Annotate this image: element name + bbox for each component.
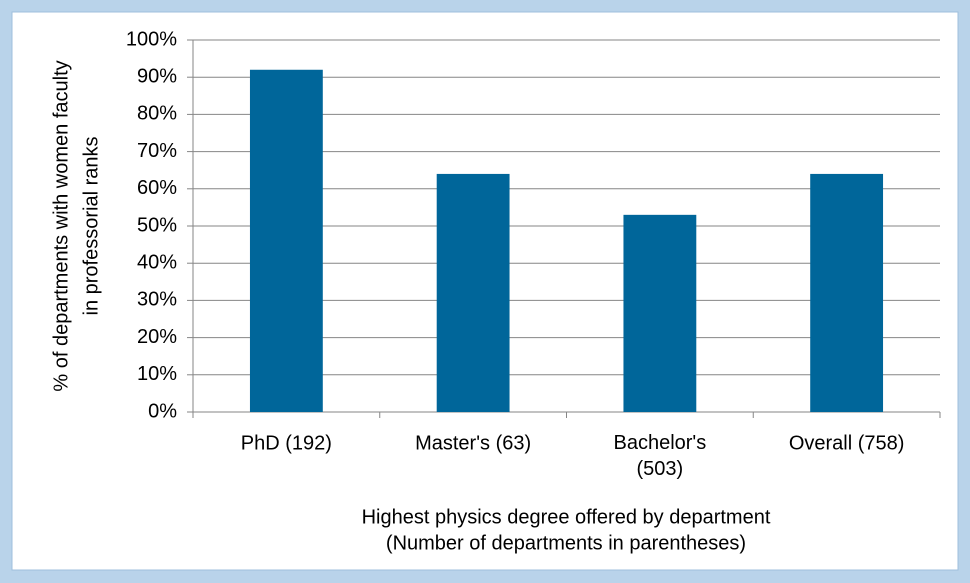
x-axis-title: Highest physics degree offered by depart… xyxy=(362,506,771,528)
y-tick-label: 60% xyxy=(137,177,177,199)
x-tick-label: Bachelor's (503) xyxy=(613,432,706,480)
y-tick-label: 90% xyxy=(137,65,177,87)
bar xyxy=(436,173,510,412)
bar xyxy=(249,69,323,412)
y-tick-label: 20% xyxy=(137,326,177,348)
bar xyxy=(623,214,697,412)
y-tick-label: 30% xyxy=(137,289,177,311)
y-tick-label: 10% xyxy=(137,363,177,385)
y-tick-label: 50% xyxy=(137,214,177,236)
y-tick-label: 100% xyxy=(126,28,177,50)
y-axis-title: % of departments with women faculty xyxy=(50,60,72,391)
x-tick-label: Master's (63) xyxy=(415,432,531,454)
x-axis-title: (Number of departments in parentheses) xyxy=(386,532,746,554)
y-tick-label: 80% xyxy=(137,103,177,125)
x-tick-label: Overall (758) xyxy=(789,432,905,454)
y-tick-label: 70% xyxy=(137,140,177,162)
y-tick-label: 40% xyxy=(137,251,177,273)
bar xyxy=(810,173,884,412)
y-tick-label: 0% xyxy=(148,400,177,422)
y-axis-title: in professorial ranks xyxy=(80,137,102,316)
x-tick-label: PhD (192) xyxy=(241,432,332,454)
